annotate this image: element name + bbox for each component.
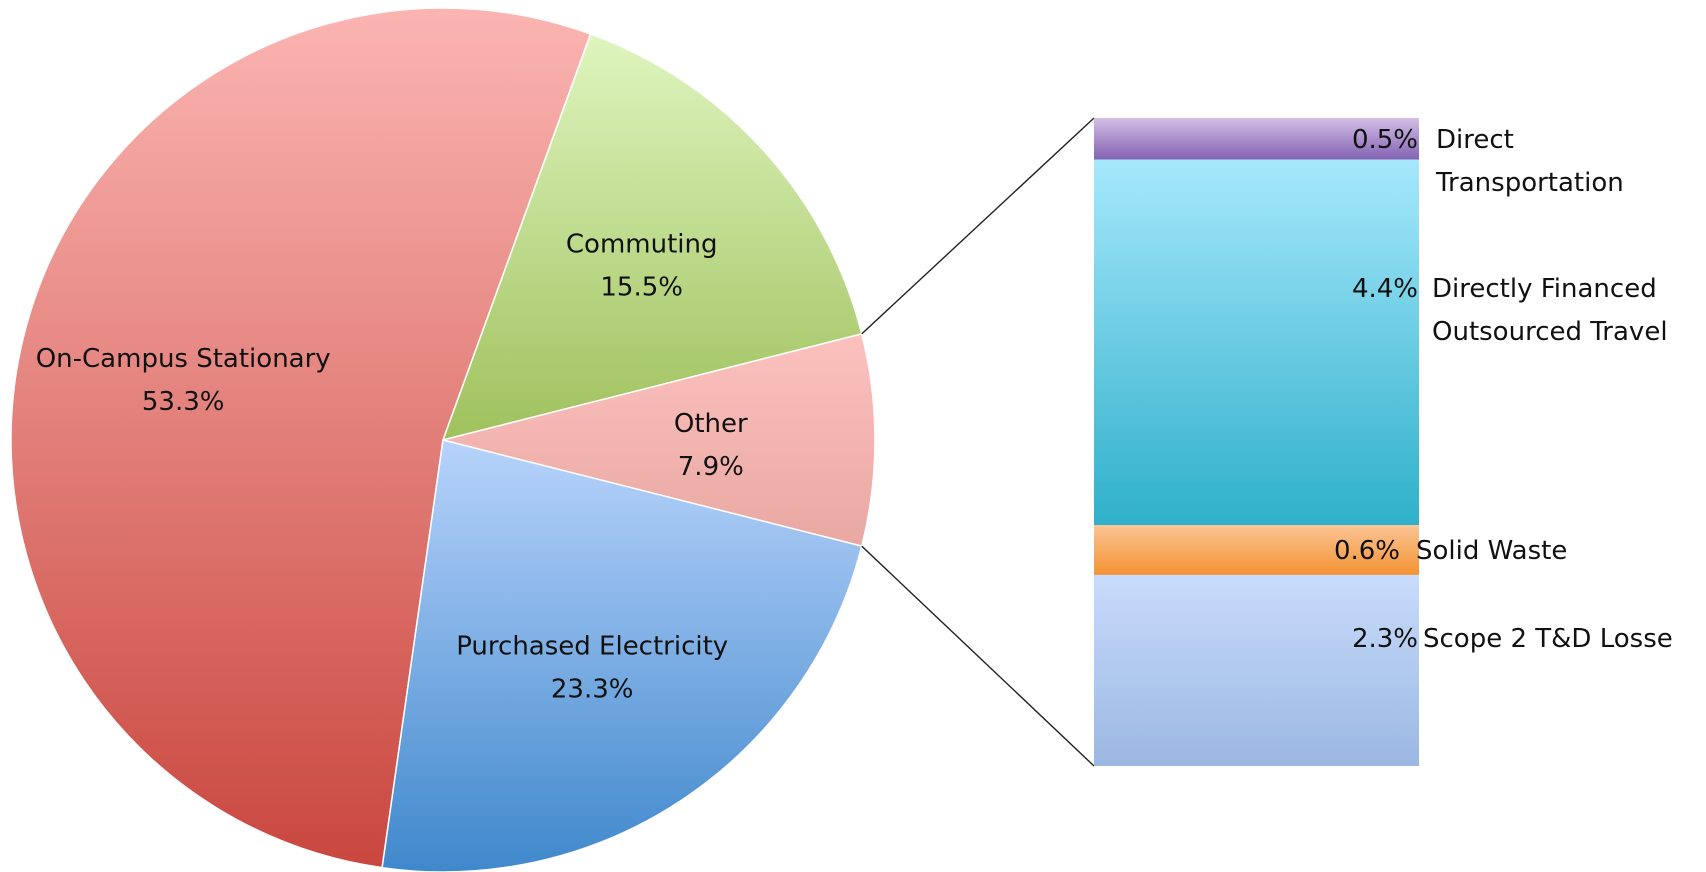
pie-value-commuting: 15.5% [600,272,683,302]
pie-label-commuting: Commuting [566,229,718,259]
pie-value-on-campus-stationary: 53.3% [142,387,225,417]
pie-slice-other [442,332,876,548]
bar-segment-scope-2-tandd-losse [1094,574,1419,766]
bar-label-solid-waste: Solid Waste [1416,536,1567,566]
pie-label-purchased-electricity: Purchased Electricity [456,632,728,662]
bar-value-scope-2-tandd-losse: 2.3% [1352,624,1418,654]
bar-label-direct-transportation-line-1: Direct [1436,125,1514,155]
pie-slices [10,7,876,872]
bar-segment-directly-financed-outsourced-travel [1094,159,1419,526]
pie-slice-purchased-electricity [381,439,863,872]
connector-line-bottom [861,545,1095,767]
bar-value-directly-financed-outsourced-travel: 4.4% [1352,274,1418,304]
bar-segment-direct-transportation [1094,118,1419,160]
bar-label-direct-transportation-line-2: Transportation [1435,168,1624,198]
bar-value-direct-transportation: 0.5% [1352,125,1418,155]
breakdown-bar [1094,118,1419,766]
pie-slice-commuting [441,33,863,442]
connector-line-top [861,117,1095,335]
bar-segment-solid-waste [1094,525,1419,575]
pie-value-other: 7.9% [678,452,744,482]
bar-label-scope-2-tandd-losse: Scope 2 T&D Losse [1423,624,1673,654]
bar-label-directly-financed-outsourced-travel-line-1: Directly Financed [1432,274,1657,304]
pie-slice-on-campus-stationary [10,7,592,869]
bar-label-directly-financed-outsourced-travel-line-2: Outsourced Travel [1432,317,1668,347]
pie-value-purchased-electricity: 23.3% [551,675,634,705]
pie-label-other: Other [674,409,748,439]
chart-labels: On-Campus Stationary 53.3% Commuting 15.5% O… [36,125,1673,705]
bar-value-solid-waste: 0.6% [1334,536,1400,566]
pie-label-on-campus-stationary: On-Campus Stationary [36,344,331,374]
connector-lines [861,117,1095,767]
